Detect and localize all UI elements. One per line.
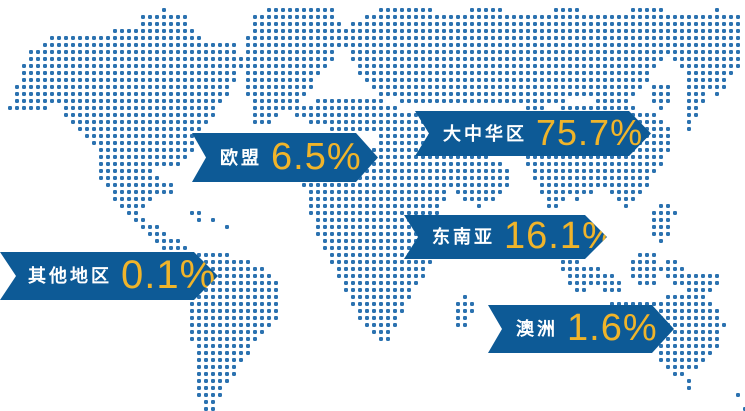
banner-eu: 欧盟 6.5% (192, 133, 378, 182)
banner-southeast-asia: 东南亚 16.1% (404, 215, 607, 259)
region-value: 0.1% (121, 253, 217, 297)
region-label: 欧盟 (220, 147, 262, 168)
banner-greater-china: 大中华区 75.7% (415, 111, 651, 156)
region-value: 75.7% (536, 111, 644, 153)
region-value: 6.5% (271, 135, 362, 178)
region-label: 东南亚 (432, 227, 495, 247)
banner-australia: 澳洲 1.6% (488, 305, 674, 353)
banner-other-regions: 其他地区 0.1% (0, 252, 218, 300)
region-label: 其他地区 (28, 266, 112, 286)
region-label: 大中华区 (443, 123, 527, 144)
region-value: 1.6% (567, 307, 658, 349)
region-label: 澳洲 (516, 319, 558, 339)
